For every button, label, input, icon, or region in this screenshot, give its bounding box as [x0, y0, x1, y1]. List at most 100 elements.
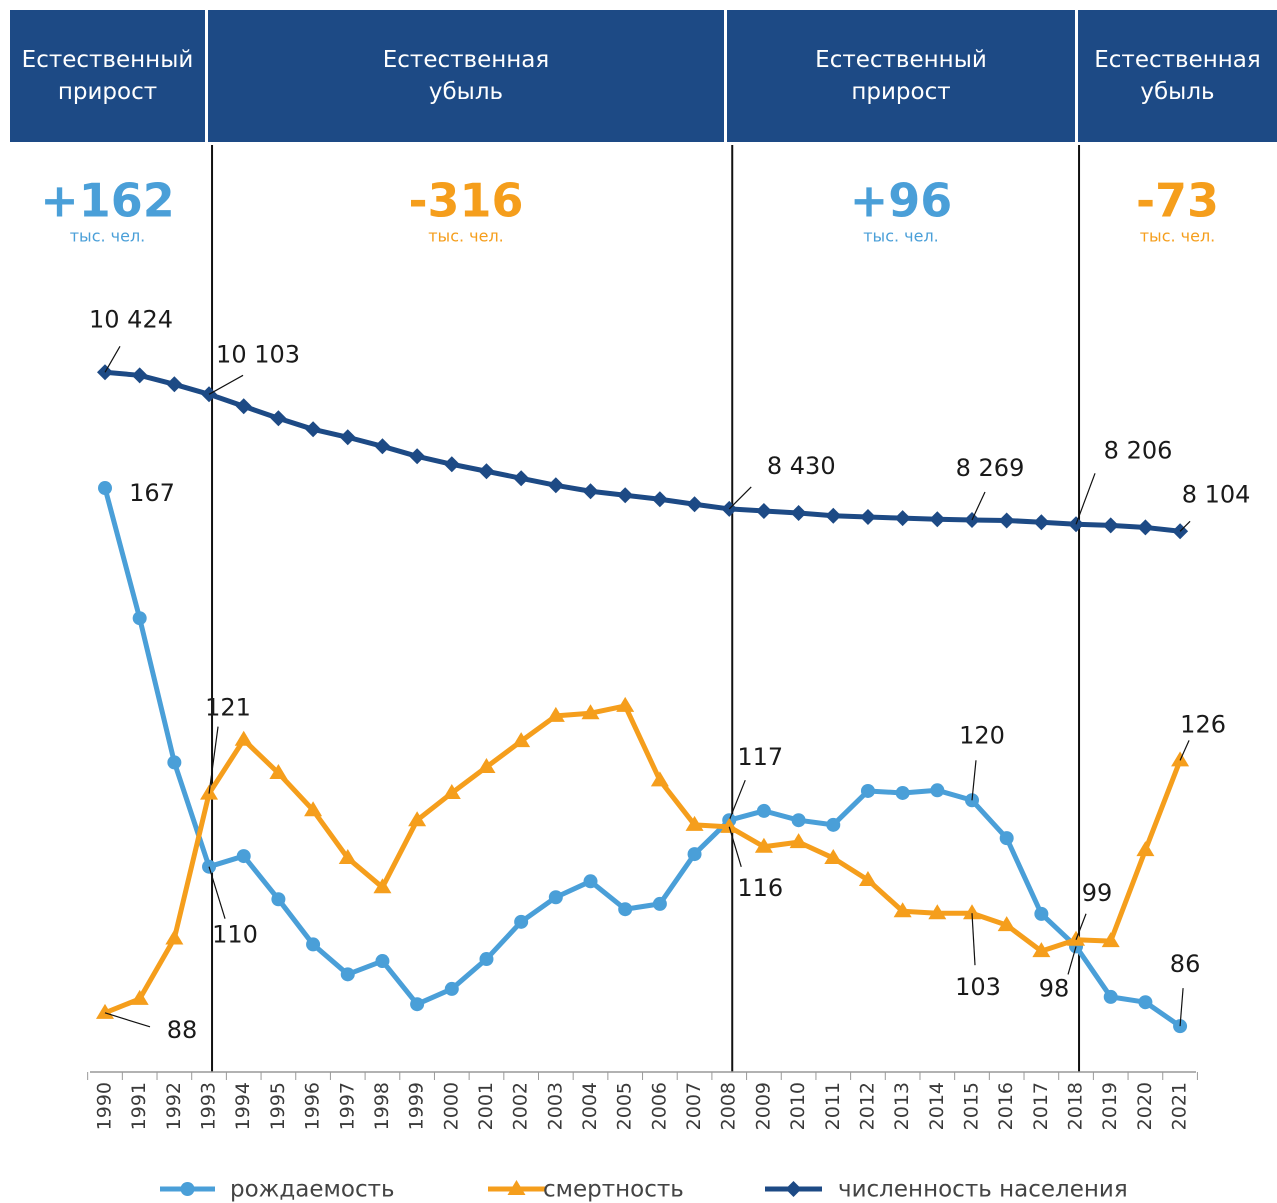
x-tick-label: 2018 — [1065, 1082, 1087, 1130]
period-title-line: убыль — [429, 79, 503, 105]
leader-line — [208, 866, 226, 919]
point — [1137, 519, 1154, 536]
point — [999, 831, 1014, 846]
point — [618, 902, 633, 917]
point — [373, 878, 392, 894]
data-label: 99 — [1082, 879, 1113, 907]
leader-line — [728, 486, 752, 510]
point — [963, 904, 981, 920]
x-tick-label: 2015 — [961, 1082, 983, 1130]
period-unit: тыс. чел. — [863, 227, 939, 246]
series-line — [104, 703, 1183, 1016]
point — [790, 505, 807, 522]
x-tick-label: 1997 — [336, 1082, 358, 1130]
period-title-line: прирост — [58, 79, 157, 105]
point — [893, 902, 912, 918]
point — [1034, 906, 1049, 921]
point — [477, 758, 496, 774]
data-label: 86 — [1170, 950, 1201, 978]
point — [236, 849, 251, 864]
leader-line — [971, 913, 976, 966]
point — [271, 892, 286, 907]
period-title-line: Естественный — [815, 47, 987, 73]
period-unit: тыс. чел. — [428, 227, 504, 246]
x-tick-label: 2000 — [440, 1082, 462, 1130]
point — [859, 509, 876, 526]
point — [998, 512, 1015, 529]
series-line — [102, 487, 1182, 1029]
legend-label: численность населения — [838, 1177, 1128, 1203]
x-tick-label: 2017 — [1030, 1082, 1052, 1130]
legend-item: численность населения — [765, 1177, 1128, 1203]
point — [130, 989, 149, 1005]
point — [824, 849, 843, 865]
point — [1032, 942, 1051, 958]
point — [617, 487, 634, 504]
point — [1033, 514, 1050, 531]
x-tick-label: 2020 — [1134, 1082, 1156, 1130]
point — [410, 997, 425, 1012]
point — [306, 937, 321, 952]
point — [1138, 995, 1153, 1010]
point — [583, 874, 598, 889]
point — [478, 463, 495, 480]
data-label: 117 — [737, 743, 783, 771]
point — [650, 771, 669, 787]
data-label: 8 206 — [1104, 436, 1173, 464]
point — [720, 817, 739, 833]
period-unit: тыс. чел. — [70, 227, 146, 246]
x-tick-label: 2004 — [579, 1082, 601, 1130]
period-value: +162 — [40, 174, 175, 228]
legend-label: рождаемость — [230, 1177, 395, 1203]
period-title: Естественный прирост — [22, 47, 194, 105]
leader-line — [971, 491, 986, 521]
legend-label: смертность — [543, 1177, 684, 1203]
point — [754, 837, 773, 853]
period-title-line: Естественная — [1094, 47, 1260, 73]
leader-line — [728, 826, 742, 868]
point — [1136, 841, 1155, 857]
point — [513, 470, 530, 487]
point — [270, 410, 287, 427]
leader-line — [1075, 913, 1087, 940]
point — [132, 611, 147, 626]
x-tick-label: 2008 — [718, 1082, 740, 1130]
leader-line — [1179, 520, 1191, 532]
point — [514, 914, 529, 929]
point — [685, 815, 704, 831]
data-label: 103 — [955, 973, 1001, 1001]
x-tick-label: 2005 — [614, 1082, 636, 1130]
point — [686, 496, 703, 513]
point — [305, 421, 322, 438]
point — [860, 783, 875, 798]
leader-line — [971, 760, 977, 801]
point — [269, 764, 288, 780]
point — [443, 456, 460, 473]
x-tick-label: 2011 — [822, 1082, 844, 1130]
leader-line — [1179, 988, 1184, 1027]
point — [1103, 989, 1118, 1004]
point — [548, 890, 563, 905]
x-tick-label: 2016 — [995, 1082, 1017, 1130]
series-line — [104, 369, 1181, 534]
point — [375, 954, 390, 969]
point — [756, 803, 771, 818]
point — [374, 438, 391, 455]
x-tick-label: 1996 — [302, 1082, 324, 1130]
period-value: -73 — [1136, 174, 1219, 228]
x-tick-label: 2021 — [1169, 1082, 1191, 1130]
period-unit: тыс. чел. — [1140, 227, 1216, 246]
data-label: 120 — [959, 721, 1005, 749]
point — [616, 696, 635, 712]
point — [340, 967, 355, 982]
point — [581, 704, 600, 720]
x-tick-label: 2006 — [648, 1082, 670, 1130]
point — [652, 896, 667, 911]
point — [791, 813, 806, 828]
leader-line — [104, 1012, 151, 1028]
point — [929, 511, 946, 528]
leader-line — [1179, 740, 1190, 761]
point — [338, 849, 357, 865]
x-tick-label: 1995 — [267, 1082, 289, 1130]
point — [442, 783, 461, 799]
